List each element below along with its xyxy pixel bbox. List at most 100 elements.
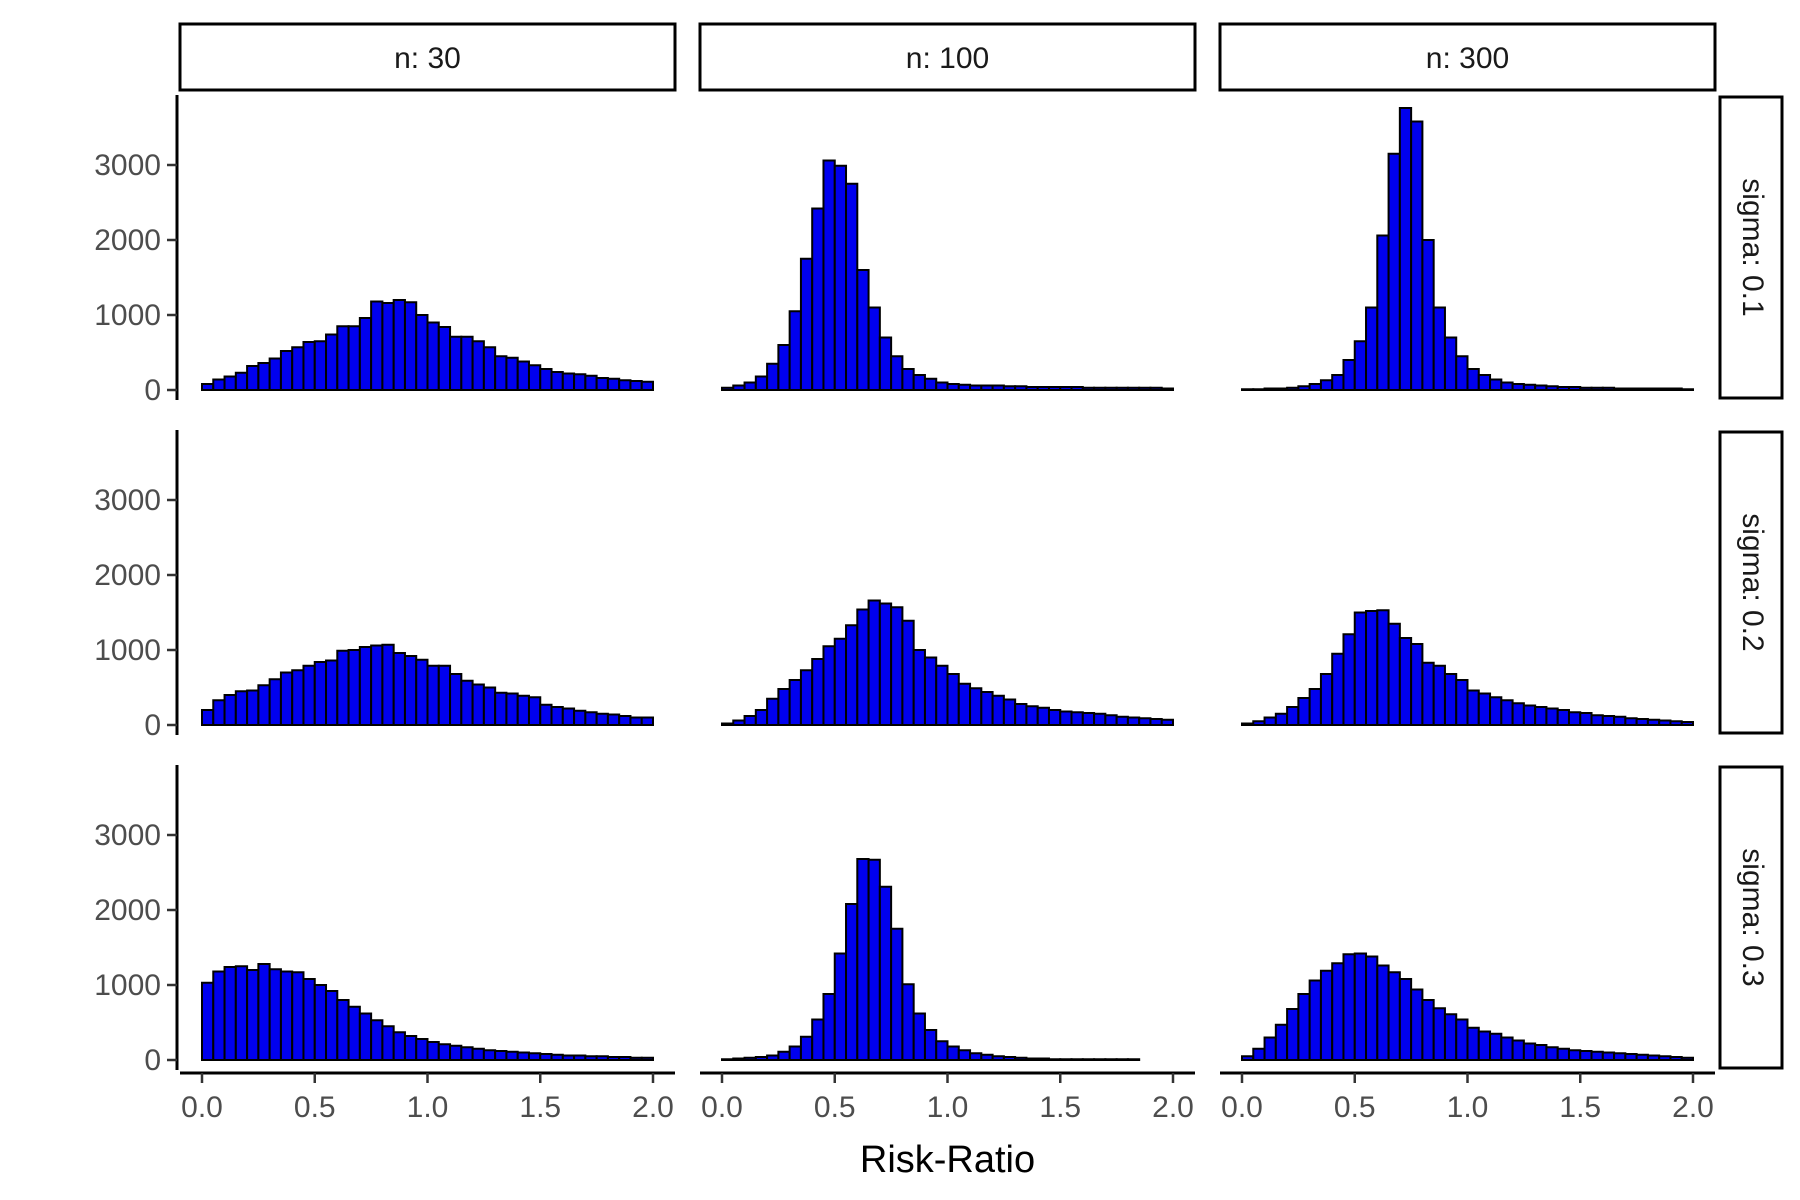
histogram-bar xyxy=(856,858,870,1061)
histogram-bar xyxy=(1567,1049,1582,1061)
histogram-bar xyxy=(1081,1058,1096,1061)
histogram-bar xyxy=(901,619,915,726)
histogram-bar xyxy=(313,661,328,726)
x-tick-label: 0.0 xyxy=(1221,1091,1263,1124)
histogram-bar xyxy=(347,649,361,726)
histogram-bar xyxy=(1613,387,1627,391)
histogram-bar xyxy=(991,1055,1005,1061)
histogram-bar xyxy=(799,669,814,726)
histogram-bar xyxy=(257,963,271,1061)
histogram-bar xyxy=(1579,712,1593,726)
x-tick-label: 0.5 xyxy=(294,1091,336,1124)
facet-strip-row-label: sigma: 0.1 xyxy=(1736,178,1769,316)
histogram-bar xyxy=(833,637,848,726)
histogram-bar xyxy=(1567,711,1582,726)
histogram-bar xyxy=(1669,1056,1683,1061)
histogram-bar xyxy=(1489,1032,1503,1061)
histogram-bar xyxy=(268,678,282,726)
histogram-bar xyxy=(1410,120,1424,391)
histogram-bar xyxy=(1115,715,1129,726)
histogram-bar xyxy=(1365,955,1379,1061)
histogram-bar xyxy=(347,1005,361,1061)
histogram-bar xyxy=(437,326,452,391)
histogram-bar xyxy=(1387,622,1401,726)
histogram-bar xyxy=(1500,699,1514,726)
histogram-bar xyxy=(1353,340,1368,391)
histogram-bar xyxy=(370,300,384,391)
histogram-bar xyxy=(426,321,440,391)
histogram-bar xyxy=(246,969,260,1061)
histogram-bar xyxy=(1579,386,1593,391)
histogram-bar xyxy=(573,709,587,726)
histogram-bar xyxy=(890,606,904,726)
histogram-bar xyxy=(833,952,848,1061)
histogram-bar xyxy=(912,649,926,726)
histogram-bar xyxy=(1590,1050,1604,1061)
histogram-bar xyxy=(1410,643,1424,726)
histogram-bar xyxy=(1511,383,1525,391)
histogram-bar xyxy=(223,694,237,726)
histogram-bar xyxy=(1047,1058,1062,1061)
histogram-bar xyxy=(935,1040,949,1061)
histogram-bar xyxy=(766,1054,780,1061)
facet-strip-row-label: sigma: 0.3 xyxy=(1736,848,1769,986)
histogram-bar xyxy=(1522,1042,1537,1061)
histogram-bar xyxy=(1376,609,1390,726)
facet-strip-column xyxy=(178,22,677,92)
histogram-bar xyxy=(1093,386,1107,391)
histogram-bar xyxy=(1545,1046,1559,1061)
histogram-bar xyxy=(1613,715,1627,726)
x-tick-label: 0.5 xyxy=(1334,1091,1376,1124)
histogram-bar xyxy=(845,624,859,726)
histogram-bar xyxy=(358,317,373,391)
histogram-bar xyxy=(1308,383,1322,391)
histogram-bar xyxy=(867,306,881,391)
histogram-bar xyxy=(629,716,643,726)
histogram-bar xyxy=(403,655,418,726)
histogram-bar xyxy=(743,381,757,391)
histogram-bar xyxy=(1002,1056,1017,1061)
histogram-bar xyxy=(856,608,870,726)
y-tick-label: 3000 xyxy=(94,149,161,182)
histogram-panel xyxy=(1241,107,1694,391)
x-tick-label: 2.0 xyxy=(1672,1091,1714,1124)
histogram-bar xyxy=(1635,387,1649,391)
y-tick-label: 1000 xyxy=(94,969,161,1002)
histogram-bar xyxy=(1398,107,1413,391)
histogram-bar xyxy=(980,691,994,726)
histogram-bar xyxy=(539,1053,553,1061)
histogram-bar xyxy=(291,346,305,391)
histogram-bar xyxy=(1353,611,1368,726)
histogram-panel xyxy=(1241,609,1694,726)
histogram-bar xyxy=(1680,721,1694,726)
histogram-bar xyxy=(1036,1057,1050,1061)
histogram-bar xyxy=(1252,720,1266,726)
histogram-bar xyxy=(426,1041,440,1061)
histogram-bar xyxy=(516,1051,530,1061)
histogram-bar xyxy=(822,645,836,726)
histogram-bar xyxy=(1241,722,1255,726)
histogram-bar xyxy=(325,659,339,726)
y-tick-label: 1000 xyxy=(94,299,161,332)
histogram-bar xyxy=(449,335,463,391)
histogram-bar xyxy=(1263,716,1277,726)
histogram-bar xyxy=(743,1056,757,1061)
facet-strip-row-label: sigma: 0.2 xyxy=(1736,513,1769,651)
histogram-bar xyxy=(1263,387,1277,391)
histogram-bar xyxy=(573,373,587,391)
histogram-bar xyxy=(1319,673,1334,726)
histogram-bar xyxy=(1138,717,1152,726)
histogram-bar xyxy=(1297,993,1311,1061)
histogram-bar xyxy=(1556,709,1570,726)
y-tick-label: 0 xyxy=(144,1044,161,1077)
histogram-bar xyxy=(640,1056,654,1061)
y-tick-label: 0 xyxy=(144,709,161,742)
histogram-bar xyxy=(867,858,881,1061)
histogram-bar xyxy=(1613,1052,1627,1061)
x-tick-label: 1.0 xyxy=(1447,1091,1489,1124)
histogram-bar xyxy=(1104,1058,1118,1061)
histogram-bar xyxy=(1646,387,1661,391)
histogram-bar xyxy=(1047,709,1062,726)
histogram-bar xyxy=(336,649,350,726)
histogram-bar xyxy=(1070,1058,1084,1061)
